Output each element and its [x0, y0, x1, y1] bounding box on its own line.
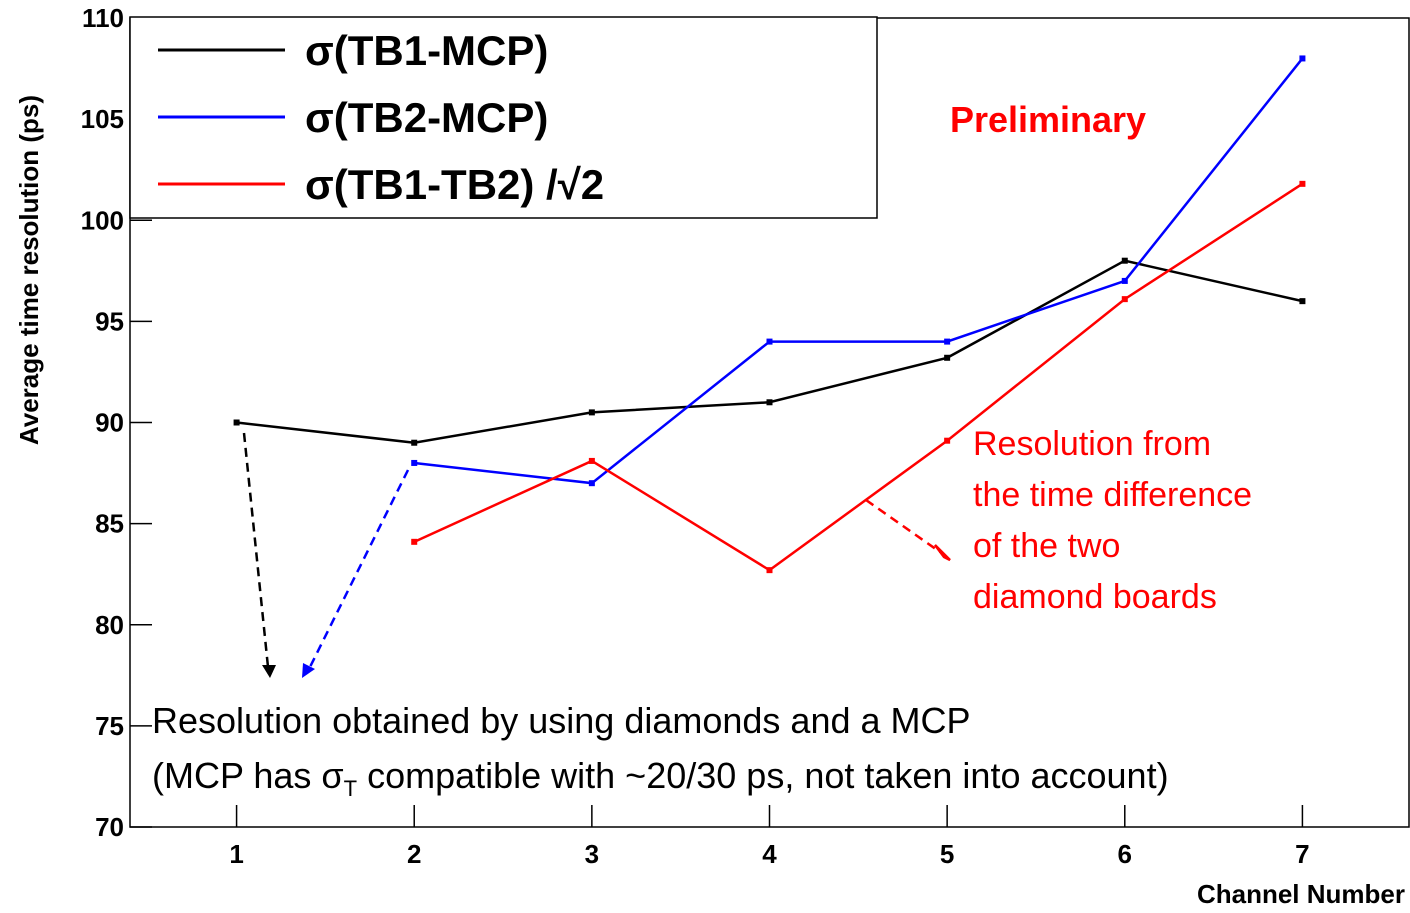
data-point — [233, 419, 240, 426]
data-point — [944, 354, 951, 361]
data-point — [766, 399, 773, 406]
arrowhead — [934, 544, 951, 562]
arrowhead — [262, 665, 276, 678]
y-tick-label: 75 — [95, 711, 124, 741]
legend-label: σ(TB2-MCP) — [305, 94, 548, 141]
y-tick-label: 90 — [95, 408, 124, 438]
data-point — [944, 338, 951, 345]
bottom-note: Resolution obtained by using diamonds an… — [152, 700, 971, 741]
data-point — [1299, 180, 1306, 187]
x-tick-label: 5 — [940, 839, 954, 869]
data-point — [1299, 298, 1306, 305]
x-tick-label: 3 — [585, 839, 599, 869]
data-point — [411, 538, 418, 545]
series-line — [413, 182, 1304, 572]
data-point — [766, 338, 773, 345]
x-tick-label: 4 — [762, 839, 777, 869]
note-line: the time difference — [973, 476, 1252, 514]
x-tick-label: 2 — [407, 839, 421, 869]
data-point — [1121, 277, 1128, 284]
y-tick-label: 100 — [81, 205, 124, 235]
legend-label: σ(TB1-MCP) — [305, 27, 548, 74]
note-line: diamond boards — [973, 578, 1217, 616]
data-point — [588, 457, 595, 464]
legend: σ(TB1-MCP) σ(TB2-MCP) σ(TB1-TB2) /√2 — [158, 27, 604, 208]
y-tick-label: 110 — [82, 3, 124, 33]
data-point — [944, 437, 951, 444]
arrowhead — [302, 663, 315, 678]
note-part: (MCP has σ — [152, 755, 344, 796]
arrows — [242, 432, 951, 678]
x-tick-label: 7 — [1295, 839, 1309, 869]
preliminary-label: Preliminary — [950, 99, 1146, 140]
legend-label: σ(TB1-TB2) /√2 — [305, 161, 604, 208]
series-line — [414, 57, 1304, 485]
data-point — [1121, 257, 1128, 264]
y-tick-label: 70 — [95, 812, 124, 842]
y-tick-label: 105 — [81, 104, 124, 134]
bottom-note: (MCP has σT compatible with ~20/30 ps, n… — [152, 755, 1169, 801]
x-tick-label: 6 — [1118, 839, 1132, 869]
data-point — [411, 459, 418, 466]
data-point — [588, 480, 595, 487]
arrow — [308, 469, 410, 668]
note-subscript: T — [344, 776, 357, 801]
data-point — [411, 439, 418, 446]
note-line: of the two — [973, 527, 1120, 565]
x-axis-label: Channel Number — [1197, 879, 1405, 909]
data-point — [1121, 296, 1128, 303]
x-tick-label: 1 — [229, 839, 243, 869]
arrow — [242, 432, 270, 668]
data-point — [1299, 55, 1306, 62]
note-line: Resolution from — [973, 425, 1211, 463]
y-tick-label: 95 — [95, 306, 124, 336]
y-tick-label: 85 — [95, 509, 124, 539]
y-tick-label: 80 — [95, 610, 124, 640]
arrow — [865, 498, 941, 554]
red-note: Resolution from the time difference of t… — [973, 425, 1252, 616]
data-point — [588, 409, 595, 416]
data-point — [766, 567, 773, 574]
note-part: compatible with ~20/30 ps, not taken int… — [357, 755, 1169, 796]
y-axis-label: Average time resolution (ps) — [14, 95, 44, 445]
